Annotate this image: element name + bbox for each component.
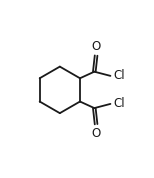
Text: Cl: Cl (113, 69, 125, 82)
Text: Cl: Cl (113, 97, 125, 110)
Text: O: O (91, 40, 101, 53)
Text: O: O (91, 127, 101, 140)
